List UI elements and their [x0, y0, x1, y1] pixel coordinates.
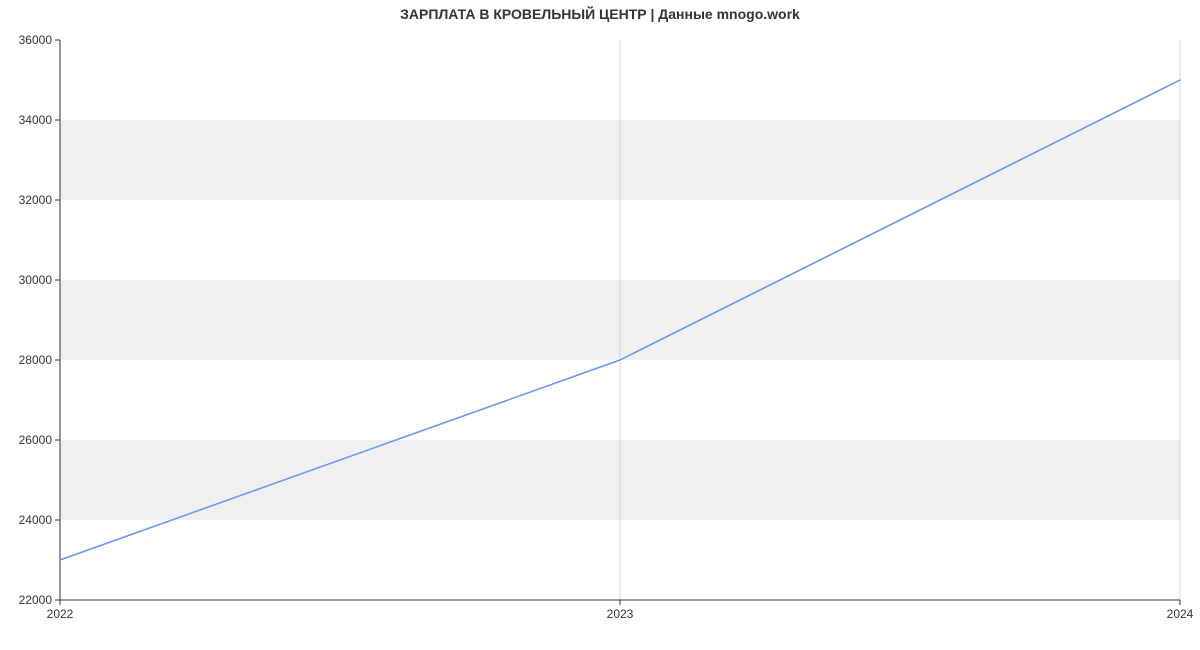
y-tick-label: 34000 — [19, 113, 53, 127]
y-tick-label: 32000 — [19, 193, 53, 207]
x-tick-label: 2023 — [607, 607, 634, 621]
chart-container: ЗАРПЛАТА В КРОВЕЛЬНЫЙ ЦЕНТР | Данные mno… — [0, 0, 1200, 650]
y-tick-label: 24000 — [19, 513, 53, 527]
y-tick-label: 30000 — [19, 273, 53, 287]
y-tick-label: 22000 — [19, 593, 53, 607]
x-tick-label: 2024 — [1167, 607, 1194, 621]
line-chart-svg: 22000 24000 26000 28000 30000 32000 34000 36000… — [0, 0, 1200, 650]
y-tick-label: 26000 — [19, 433, 53, 447]
y-tick-label: 28000 — [19, 353, 53, 367]
y-tick-label: 36000 — [19, 33, 53, 47]
chart-title: ЗАРПЛАТА В КРОВЕЛЬНЫЙ ЦЕНТР | Данные mno… — [0, 6, 1200, 22]
x-tick-label: 2022 — [47, 607, 74, 621]
